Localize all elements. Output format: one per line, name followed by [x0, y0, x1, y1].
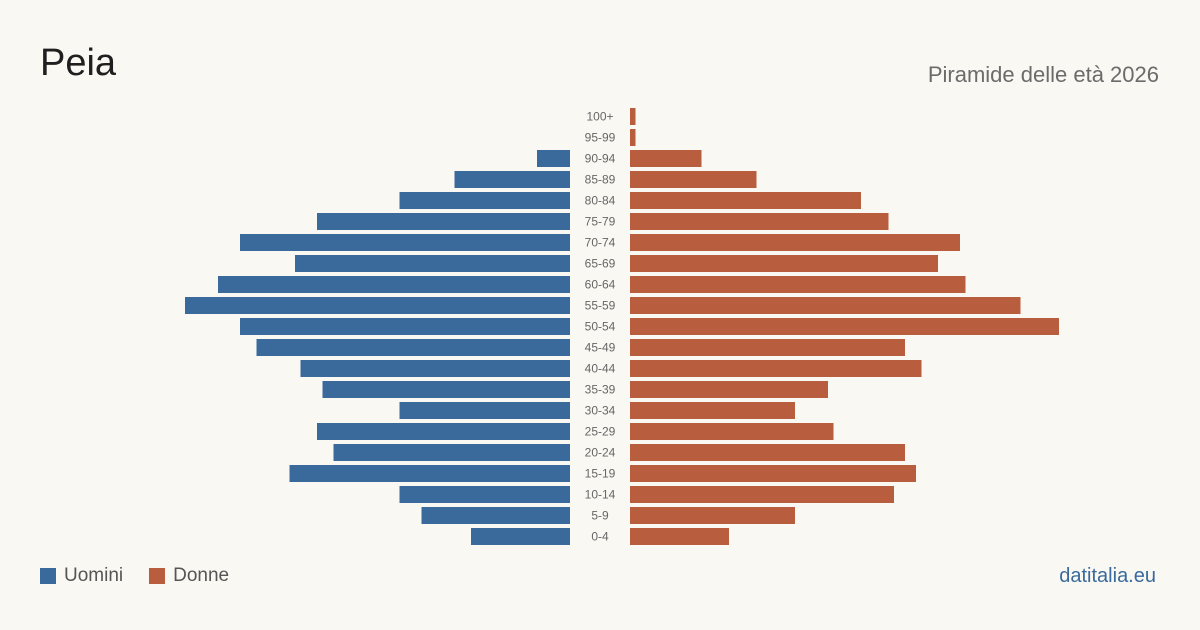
- legend-label-women: Donne: [173, 565, 230, 586]
- bar-women-5-9: [630, 507, 795, 524]
- age-label-10-14: 10-14: [585, 488, 616, 502]
- bar-men-25-29: [317, 423, 570, 440]
- bar-women-70-74: [630, 234, 960, 251]
- bar-men-60-64: [218, 276, 570, 293]
- bar-men-5-9: [421, 507, 570, 524]
- bar-men-75-79: [317, 213, 570, 230]
- bar-women-75-79: [630, 213, 889, 230]
- age-label-80-84: 80-84: [585, 194, 616, 208]
- age-label-60-64: 60-64: [585, 278, 616, 292]
- bar-men-0-4: [471, 528, 570, 545]
- bar-women-85-89: [630, 171, 757, 188]
- age-label-35-39: 35-39: [585, 383, 616, 397]
- age-label-85-89: 85-89: [585, 173, 616, 187]
- legend-item-women: Donne: [149, 565, 229, 587]
- bar-women-90-94: [630, 150, 702, 167]
- age-label-65-69: 65-69: [585, 257, 616, 271]
- bar-women-95-99: [630, 129, 636, 146]
- bar-women-50-54: [630, 318, 1059, 335]
- age-label-95-99: 95-99: [585, 131, 616, 145]
- bar-men-70-74: [240, 234, 570, 251]
- brand-link[interactable]: datitalia.eu: [1059, 565, 1156, 587]
- age-label-50-54: 50-54: [585, 320, 616, 334]
- age-label-70-74: 70-74: [585, 236, 616, 250]
- bar-women-45-49: [630, 339, 905, 356]
- age-label-25-29: 25-29: [585, 425, 616, 439]
- age-label-20-24: 20-24: [585, 446, 616, 460]
- bar-women-55-59: [630, 297, 1021, 314]
- bar-women-100-plus: [630, 108, 636, 125]
- bar-women-40-44: [630, 360, 922, 377]
- age-label-55-59: 55-59: [585, 299, 616, 313]
- legend-label-men: Uomini: [64, 565, 124, 586]
- bar-men-65-69: [295, 255, 570, 272]
- age-label-45-49: 45-49: [585, 341, 616, 355]
- bar-women-35-39: [630, 381, 828, 398]
- legend: Uomini Donne: [40, 565, 255, 587]
- bar-men-35-39: [322, 381, 570, 398]
- bar-men-30-34: [399, 402, 570, 419]
- legend-swatch-women: [149, 568, 166, 584]
- bar-women-15-19: [630, 465, 916, 482]
- bar-women-65-69: [630, 255, 938, 272]
- bar-men-10-14: [399, 486, 570, 503]
- bar-women-20-24: [630, 444, 905, 461]
- age-label-40-44: 40-44: [585, 362, 616, 376]
- bar-men-55-59: [185, 297, 570, 314]
- legend-swatch-men: [40, 568, 56, 584]
- bar-women-60-64: [630, 276, 966, 293]
- age-label-5-9: 5-9: [591, 509, 609, 523]
- bar-men-90-94: [537, 150, 570, 167]
- legend-item-men: Uomini: [40, 565, 123, 587]
- bar-women-80-84: [630, 192, 861, 209]
- bar-men-85-89: [454, 171, 570, 188]
- bar-women-30-34: [630, 402, 795, 419]
- age-label-15-19: 15-19: [585, 467, 616, 481]
- age-label-30-34: 30-34: [585, 404, 616, 418]
- chart-subtitle: Piramide delle età 2026: [927, 62, 1159, 87]
- age-label-90-94: 90-94: [585, 152, 616, 166]
- bar-women-25-29: [630, 423, 834, 440]
- bar-men-45-49: [256, 339, 570, 356]
- bar-men-15-19: [289, 465, 570, 482]
- bar-men-80-84: [399, 192, 570, 209]
- age-label-0-4: 0-4: [591, 530, 609, 544]
- bar-women-0-4: [630, 528, 729, 545]
- bar-men-20-24: [333, 444, 570, 461]
- chart-title: Peia: [40, 42, 117, 84]
- bar-men-40-44: [300, 360, 570, 377]
- age-label-100-plus: 100+: [586, 110, 613, 124]
- age-label-75-79: 75-79: [585, 215, 616, 229]
- bar-men-50-54: [240, 318, 570, 335]
- bar-women-10-14: [630, 486, 894, 503]
